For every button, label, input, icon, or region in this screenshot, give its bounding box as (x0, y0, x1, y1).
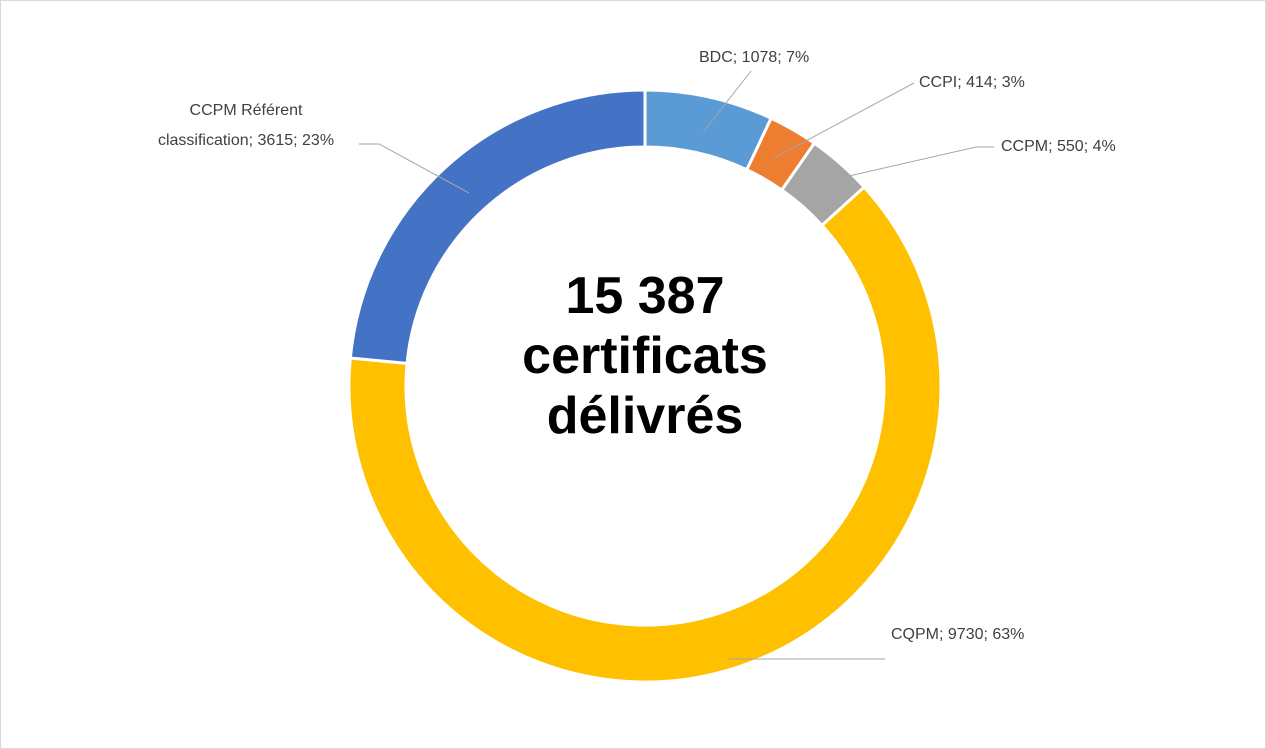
center-text: 15 387 certificats délivrés (522, 267, 768, 445)
data-label: CQPM; 9730; 63% (891, 626, 1025, 643)
data-label: CCPI; 414; 3% (919, 74, 1025, 91)
leader-line (826, 146, 994, 182)
leader-line (359, 143, 470, 194)
leader-line (703, 70, 752, 132)
data-label: CCPM; 550; 4% (1001, 138, 1116, 155)
donut-slice (348, 88, 647, 366)
data-label: BDC; 1078; 7% (699, 49, 810, 66)
donut-slice (347, 184, 943, 684)
leader-line (773, 82, 915, 159)
data-label: CCPM Référent classification; 3615; 23% (157, 102, 335, 149)
